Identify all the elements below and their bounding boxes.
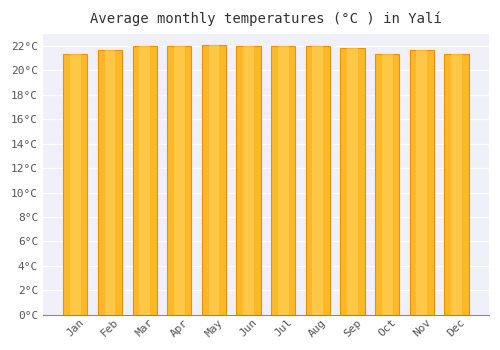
Bar <box>312 46 324 315</box>
Bar <box>139 46 150 315</box>
Bar <box>375 55 400 315</box>
Bar <box>208 45 220 315</box>
Bar <box>444 55 468 315</box>
Bar <box>271 46 295 315</box>
Bar <box>306 46 330 315</box>
Bar <box>347 48 358 315</box>
Bar <box>410 50 434 315</box>
Bar <box>382 55 392 315</box>
Bar <box>416 50 428 315</box>
Bar <box>98 50 122 315</box>
Bar <box>132 46 157 315</box>
Bar <box>167 46 192 315</box>
Bar <box>104 50 116 315</box>
Bar <box>243 46 254 315</box>
Bar <box>451 55 462 315</box>
Bar <box>202 45 226 315</box>
Bar <box>174 46 185 315</box>
Bar <box>236 46 260 315</box>
Bar <box>278 46 288 315</box>
Bar <box>63 55 88 315</box>
Bar <box>70 55 81 315</box>
Bar <box>340 48 364 315</box>
Title: Average monthly temperatures (°C ) in Yalí: Average monthly temperatures (°C ) in Ya… <box>90 11 442 26</box>
